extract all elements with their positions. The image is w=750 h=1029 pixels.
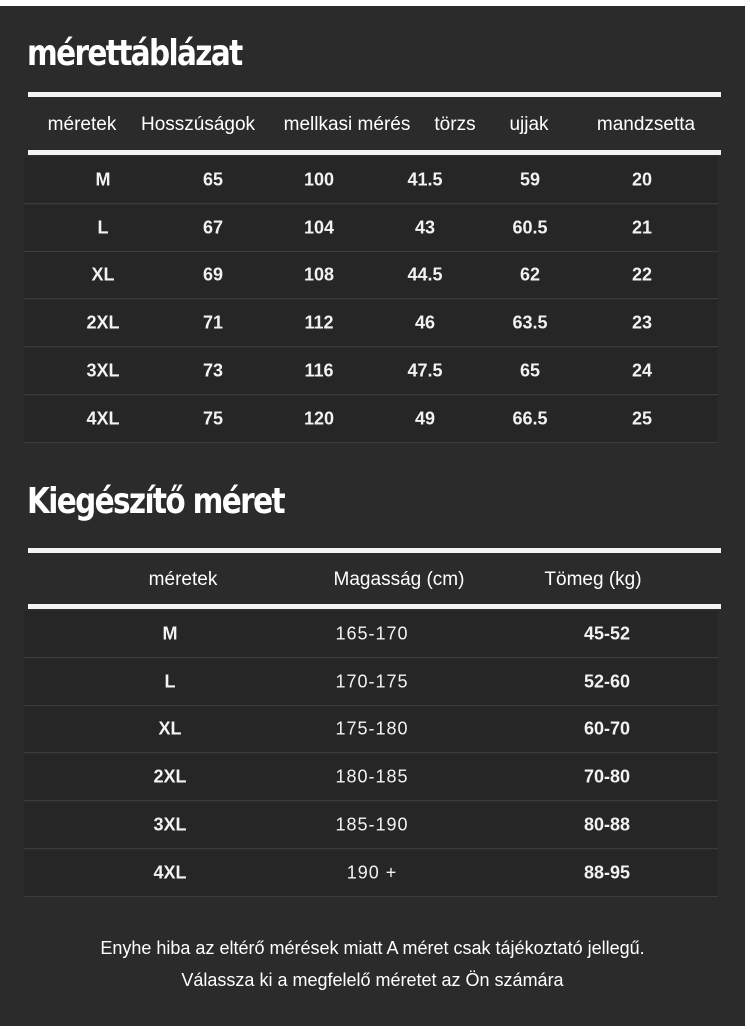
divider	[28, 548, 721, 553]
table-cell: 170-175	[335, 671, 409, 692]
column-header: törzs	[434, 114, 476, 135]
column-header: mandzsetta	[596, 114, 696, 135]
table-row: M 65 100 41.5 59 20	[24, 157, 718, 204]
table-cell: 4XL	[153, 862, 187, 882]
table-row: M 165-170 45-52	[24, 611, 718, 658]
table-cell: L	[164, 671, 176, 692]
table-cell: 112	[304, 312, 334, 333]
table-cell: 88-95	[583, 862, 631, 882]
size-chart-title: mérettáblázat	[27, 33, 243, 74]
extra-size-title: Kiegészítő méret	[27, 481, 286, 522]
table-cell: 69	[202, 264, 224, 285]
table-cell: 23	[631, 312, 653, 333]
table-cell: 62	[519, 264, 541, 285]
table-cell: L	[97, 217, 109, 238]
footer-note-2: Válassza ki a megfelelő méretet az Ön sz…	[181, 970, 564, 990]
table-cell: 190 +	[346, 862, 398, 882]
table-cell: 70-80	[583, 766, 631, 787]
table-cell: 65	[519, 360, 541, 381]
table-cell: 41.5	[407, 169, 443, 190]
table-cell: 59	[519, 169, 541, 190]
table-cell: 43	[414, 217, 436, 238]
table-cell: 45-52	[583, 623, 631, 644]
table-cell: M	[95, 169, 111, 190]
divider	[28, 604, 721, 609]
column-header: ujjak	[509, 114, 549, 135]
table-cell: 20	[631, 169, 653, 190]
column-header: méretek	[47, 114, 117, 135]
table-row: XL 69 108 44.5 62 22	[24, 252, 718, 300]
table-cell: 75	[202, 408, 224, 428]
table-cell: 3XL	[153, 814, 187, 835]
table-cell: 104	[303, 217, 335, 238]
table-cell: 2XL	[153, 766, 187, 787]
table-cell: 3XL	[86, 360, 120, 381]
table-cell: 71	[202, 312, 224, 333]
table-cell: 67	[202, 217, 224, 238]
table-row: 4XL 190 + 88-95	[24, 849, 718, 897]
table-cell: 100	[303, 169, 335, 190]
table-cell: 60-70	[583, 718, 631, 739]
table-cell: 116	[304, 360, 334, 381]
table-cell: 46	[414, 312, 436, 333]
column-header: Hosszúságok	[140, 114, 256, 135]
table-cell: 24	[631, 360, 653, 381]
table-cell: 60.5	[512, 217, 548, 238]
table-cell: 25	[631, 408, 653, 428]
table-cell: 49	[414, 408, 436, 428]
table-row: L 67 104 43 60.5 21	[24, 204, 718, 252]
table-cell: 108	[303, 264, 335, 285]
table-row: 3XL 73 116 47.5 65 24	[24, 347, 718, 395]
table-cell: 80-88	[583, 814, 631, 835]
table-cell: 185-190	[335, 814, 409, 835]
table-cell: 44.5	[407, 264, 443, 285]
footer-note-1: Enyhe hiba az eltérő mérések miatt A mér…	[100, 938, 645, 958]
table-row: 2XL 71 112 46 63.5 23	[24, 300, 718, 348]
table-cell: 4XL	[86, 408, 120, 428]
table-cell: M	[162, 623, 178, 644]
table-cell: 66.5	[512, 408, 548, 428]
table-cell: 120	[303, 408, 335, 428]
table-row: 2XL 180-185 70-80	[24, 754, 718, 802]
table-cell: 21	[631, 217, 653, 238]
table-row: 4XL 75 120 49 66.5 25	[24, 395, 718, 443]
table-cell: 63.5	[512, 312, 548, 333]
table-cell: 65	[202, 169, 224, 190]
table-cell: XL	[158, 718, 182, 739]
column-header: mellkasi mérés	[283, 114, 411, 135]
column-header: Tömeg (kg)	[544, 569, 642, 590]
column-header: méretek	[148, 569, 218, 590]
table-cell: 73	[202, 360, 224, 381]
table-cell: 52-60	[583, 671, 631, 692]
table-cell: 22	[631, 264, 653, 285]
table-row: 3XL 185-190 80-88	[24, 801, 718, 849]
table-cell: 180-185	[335, 766, 409, 787]
size-chart-panel: mérettáblázat méretek Hosszúságok mellkasi…	[0, 6, 745, 1026]
table-cell: 47.5	[407, 360, 443, 381]
table-cell: 165-170	[335, 623, 409, 644]
table-row: XL 175-180 60-70	[24, 706, 718, 754]
table-cell: 175-180	[335, 718, 409, 739]
table-cell: XL	[91, 264, 115, 285]
divider	[28, 92, 721, 97]
table-row: L 170-175 52-60	[24, 658, 718, 706]
table-cell: 2XL	[86, 312, 120, 333]
divider	[28, 150, 721, 155]
column-header: Magasság (cm)	[333, 569, 465, 590]
